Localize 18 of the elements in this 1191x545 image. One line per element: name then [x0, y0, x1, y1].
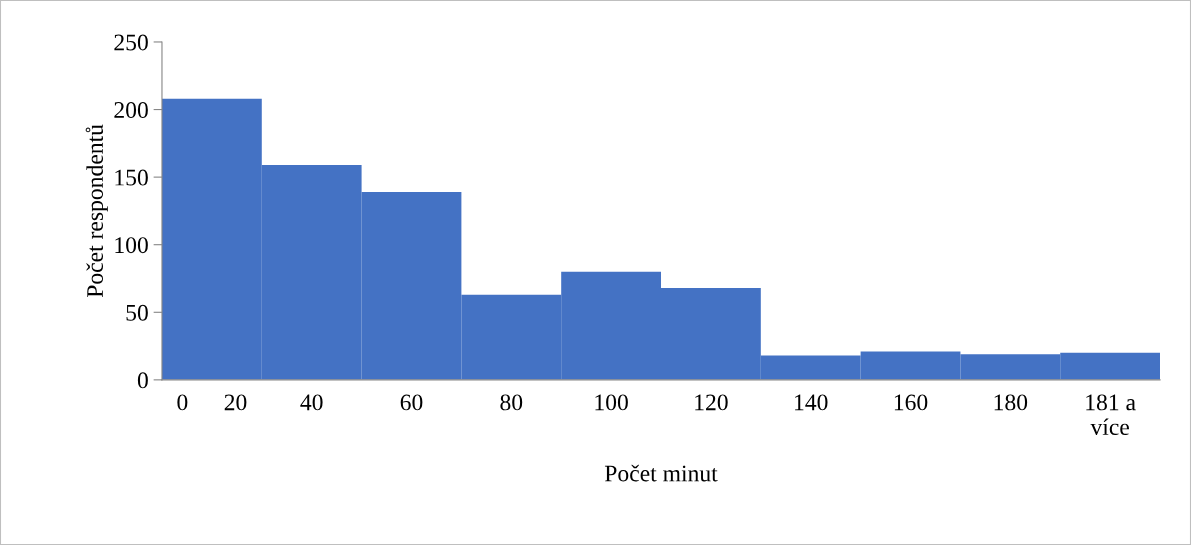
x-axis-title: Počet minut — [604, 464, 718, 482]
y-axis-title: Počet respondentů — [85, 124, 108, 298]
y-tick-label: 200 — [114, 102, 148, 118]
x-tick-label: 181 a více — [1086, 394, 1136, 436]
x-tick-label: 40 — [300, 394, 323, 411]
x-tick-label: 100 — [595, 394, 628, 411]
y-tick-label: 250 — [114, 34, 148, 51]
x-tick-label: 120 — [695, 394, 728, 411]
x-tick-label: 80 — [500, 394, 523, 411]
y-tick-label: 50 — [126, 304, 148, 321]
y-tick-label: 0 — [137, 372, 148, 389]
y-tick-label: 100 — [115, 237, 148, 254]
x-tick-label: 140 — [795, 394, 828, 411]
x-tick-label: 180 — [994, 394, 1028, 411]
x-tick-label: 160 — [894, 394, 928, 411]
y-tick-label: 150 — [115, 169, 148, 186]
x-tick-label: 60 — [400, 394, 423, 411]
x-tick-label: 0 20 — [177, 394, 247, 411]
